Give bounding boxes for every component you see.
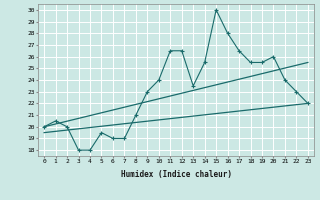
- X-axis label: Humidex (Indice chaleur): Humidex (Indice chaleur): [121, 170, 231, 179]
